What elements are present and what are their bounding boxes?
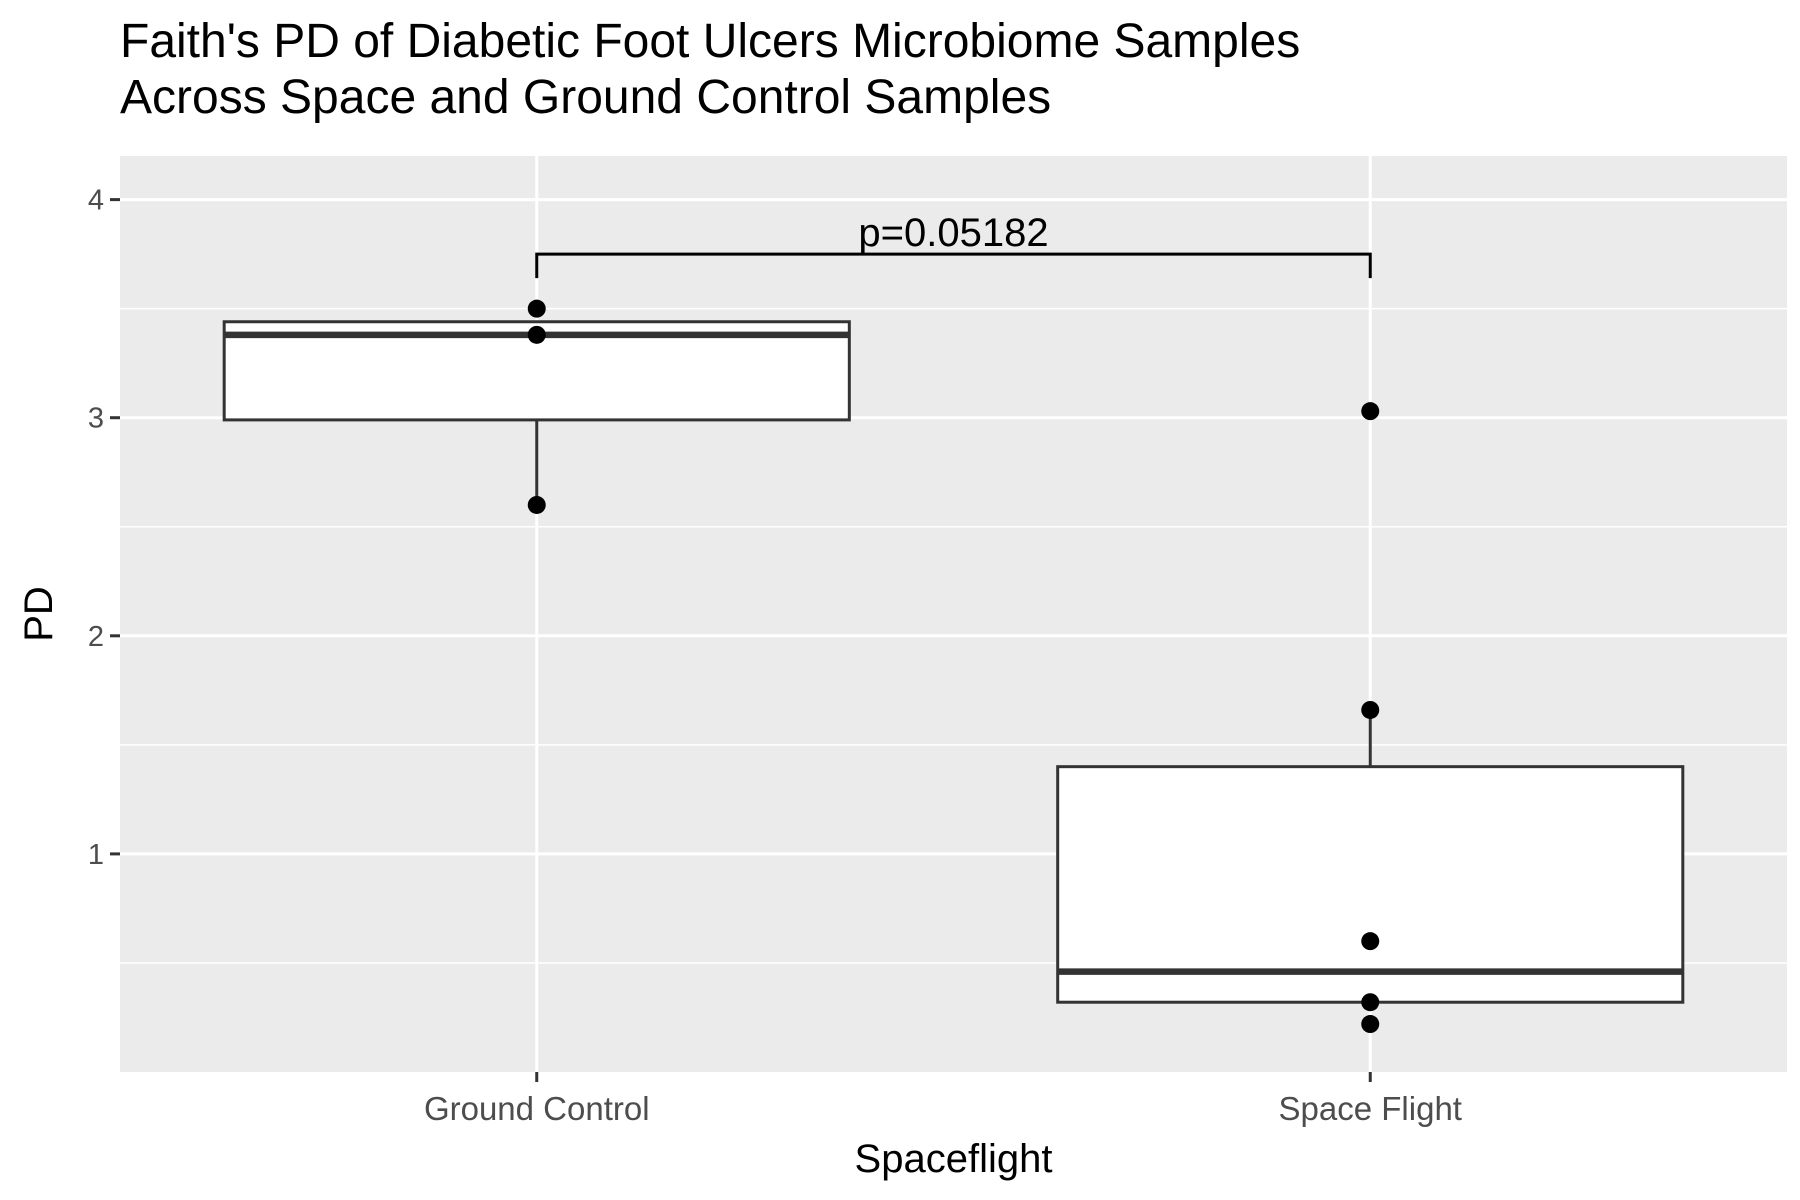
x-tick-label: Ground Control [424,1090,650,1127]
y-tick-label: 4 [88,185,104,217]
data-point [1361,932,1380,951]
significance-bracket [535,252,1372,279]
chart-title: Faith's PD of Diabetic Foot Ulcers Micro… [120,14,1300,126]
y-tick-label: 3 [88,403,104,435]
x-axis: Ground Control Space Flight [424,1072,1462,1127]
data-point [527,325,546,344]
boxes [222,320,1685,1004]
box-iqr [1056,765,1685,1004]
significance-annotation: p=0.05182 [535,211,1372,279]
chart-title-line1: Faith's PD of Diabetic Foot Ulcers Micro… [120,15,1301,68]
data-point [1361,402,1380,421]
x-tick-label: Space Flight [1279,1090,1462,1127]
x-axis-title: Spaceflight [855,1137,1053,1181]
data-point [1361,993,1380,1012]
y-tick-label: 1 [88,839,104,871]
data-point [527,495,546,514]
chart-subtitle: Across Space and Ground Control Samples [120,71,1052,124]
p-value-label: p=0.05182 [858,211,1048,255]
y-tick-label: 2 [88,621,104,653]
data-points [527,299,1380,1034]
data-point [1361,700,1380,719]
y-axis: 1 2 3 4 [88,185,120,871]
data-point [1361,1015,1380,1034]
y-axis-title: PD [17,586,61,642]
data-point [527,299,546,318]
